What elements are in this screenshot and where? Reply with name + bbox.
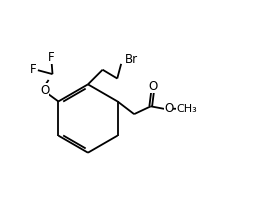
Text: O: O [149,80,158,93]
Text: F: F [48,51,55,64]
Text: O: O [40,84,49,97]
Text: O: O [164,102,173,115]
Text: F: F [30,63,37,76]
Text: CH₃: CH₃ [176,104,197,114]
Text: Br: Br [125,53,138,66]
